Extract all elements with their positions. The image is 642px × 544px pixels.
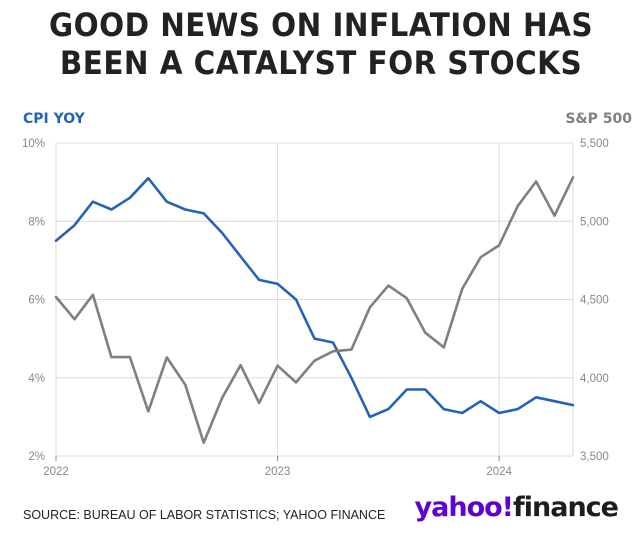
- finance-logo-text: finance: [513, 492, 619, 523]
- right-axis-name: S&P 500: [565, 111, 632, 127]
- series-line-cpi-yoy: [54, 176, 575, 419]
- left-tick-label: 4%: [28, 373, 45, 385]
- right-tick-label: 5,000: [580, 216, 609, 228]
- source-note: SOURCE: BUREAU OF LABOR STATISTICS; YAHO…: [23, 508, 386, 522]
- right-tick-label: 4,500: [580, 295, 609, 307]
- left-tick-label: 6%: [28, 295, 45, 307]
- left-tick-label: 10%: [22, 138, 45, 150]
- right-tick-label: 4,000: [580, 373, 609, 385]
- right-tick-label: 5,500: [580, 138, 609, 150]
- chart-title-line-1: GOOD NEWS ON INFLATION HAS: [48, 6, 593, 44]
- x-tick-label: 2022: [43, 466, 69, 478]
- left-tick-label: 8%: [28, 216, 45, 228]
- yahoo-finance-logo: yahoo!finance: [414, 492, 619, 523]
- left-axis-name: CPI YOY: [23, 111, 85, 127]
- x-tick-label: 2024: [486, 466, 512, 478]
- series-line-s-p-500: [54, 176, 575, 445]
- left-tick-label: 2%: [28, 451, 45, 463]
- right-tick-label: 3,500: [580, 451, 609, 463]
- yahoo-logo-text: yahoo!: [414, 492, 514, 523]
- chart-title-line-2: BEEN A CATALYST FOR STOCKS: [59, 44, 583, 82]
- x-tick-label: 2023: [265, 466, 291, 478]
